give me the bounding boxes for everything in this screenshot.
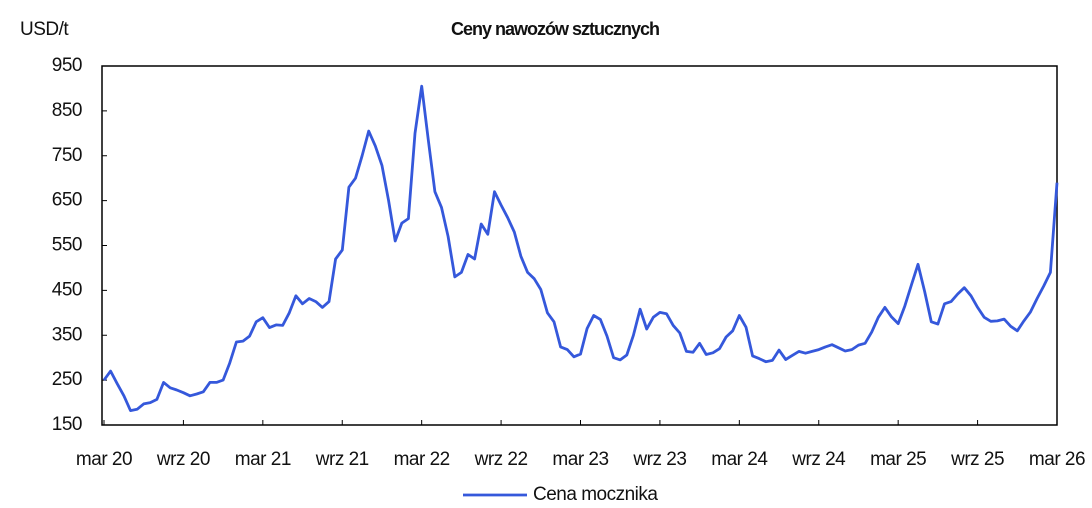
line-series [102,84,1059,412]
y-tick-label: 350 [52,324,82,345]
x-tick-label: wrz 24 [791,449,846,470]
x-tick-label: wrz 20 [156,449,210,470]
x-tick-label: wrz 23 [632,449,686,470]
x-tick-label: mar 21 [235,449,291,470]
legend-label: Cena mocznika [533,484,658,505]
y-tick-label: 650 [52,190,82,211]
y-axis-label: USD/t [20,19,69,40]
y-tick-label: 950 [52,55,82,76]
x-tick-label: wrz 25 [950,449,1004,470]
y-tick-label: 550 [52,235,82,256]
x-tick-label: mar 23 [552,449,608,470]
x-tick-label: mar 22 [394,449,450,470]
y-tick-label: 850 [52,100,82,121]
x-tick-label: wrz 22 [474,449,528,470]
y-tick-label: 250 [52,369,82,390]
x-tick-label: wrz 21 [315,449,369,470]
x-tick-label: mar 24 [711,449,768,470]
x-tick-label: mar 25 [870,449,926,470]
x-tick-label: mar 20 [76,449,132,470]
chart-title: Ceny nawozów sztucznych [451,19,659,39]
y-tick-label: 450 [52,279,82,300]
y-tick-label: 750 [52,145,82,166]
x-tick-label: mar 26 [1029,449,1085,470]
y-tick-label: 150 [52,414,82,435]
plot-frame [101,65,1058,426]
